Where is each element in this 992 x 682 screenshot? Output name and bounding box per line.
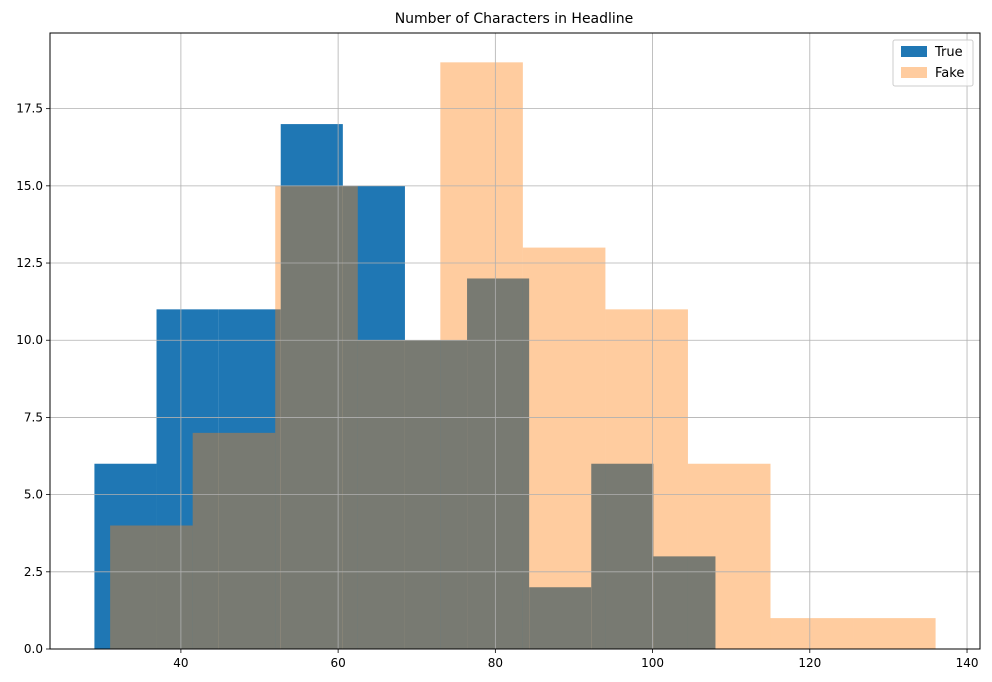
legend: True Fake <box>892 39 974 87</box>
y-tick-label: 10.0 <box>16 333 43 347</box>
x-tick-label: 80 <box>488 656 503 670</box>
bar-fake-1 <box>192 432 276 649</box>
bar-fake-7 <box>687 463 771 649</box>
x-tick-label: 140 <box>956 656 979 670</box>
axes-layer: 40 60 80 100 120 140 0.0 2.5 5.0 7.5 10.0 12.5 15.0 1… <box>16 102 978 670</box>
legend-swatch-true <box>901 46 927 57</box>
legend-label-true: True <box>934 45 963 60</box>
bar-fake-4 <box>440 62 523 650</box>
chart-title: Number of Characters in Headline <box>395 11 634 27</box>
x-tick-label: 40 <box>173 656 188 670</box>
y-tick-label: 12.5 <box>16 256 43 270</box>
y-tick-label: 7.5 <box>24 410 43 424</box>
bar-fake-9 <box>853 618 936 649</box>
bar-true-1 <box>156 309 219 649</box>
y-tick-label: 2.5 <box>24 565 43 579</box>
legend-swatch-fake <box>901 67 927 78</box>
bar-true-3 <box>280 124 343 650</box>
x-tick-label: 120 <box>798 656 821 670</box>
bar-fake-6 <box>605 309 688 649</box>
bar-fake-5 <box>522 247 606 649</box>
plot-frame <box>49 32 981 650</box>
y-tick-label: 15.0 <box>16 179 43 193</box>
bar-true-2 <box>218 309 281 649</box>
bar-true-7 <box>529 587 592 649</box>
bar-fake-0 <box>110 525 193 649</box>
y-tick-label: 0.0 <box>24 642 43 656</box>
x-tick-label: 60 <box>330 656 345 670</box>
grid-layer <box>50 33 980 650</box>
y-tick-label: 17.5 <box>16 102 43 116</box>
y-tick-label: 5.0 <box>24 488 43 502</box>
legend-label-fake: Fake <box>935 66 964 81</box>
x-tick-label: 100 <box>641 656 664 670</box>
bar-fake-8 <box>770 618 854 649</box>
